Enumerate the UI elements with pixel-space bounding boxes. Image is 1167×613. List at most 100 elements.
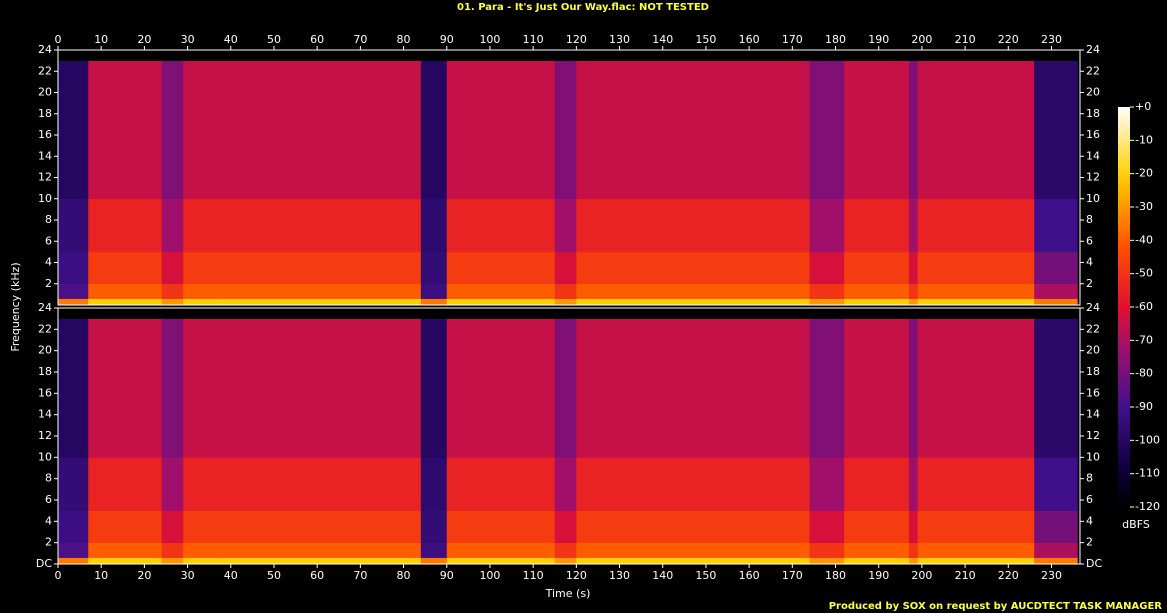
spectrogram-cell [88, 298, 162, 306]
spectrogram-cell [908, 510, 918, 543]
x-tick-label: 140 [652, 33, 673, 46]
x-tick-label: 50 [267, 33, 281, 46]
spectrogram-cell [217, 283, 422, 299]
spectrogram-cell [844, 198, 910, 253]
spectrogram-cell [908, 283, 918, 299]
x-tick-label: 50 [267, 569, 281, 582]
spectrogram-cell [183, 557, 219, 565]
spectrogram-cell [809, 283, 845, 299]
x-tick-label: 110 [523, 33, 544, 46]
spectrogram-cell [161, 457, 184, 511]
spectrogram-cell [88, 510, 162, 543]
y-tick-label: 14 [1086, 408, 1100, 421]
spectrogram-cell [809, 308, 845, 319]
spectrogram-cell [554, 50, 577, 61]
spectrogram-cell [908, 318, 918, 458]
spectrogram-cell [908, 298, 918, 306]
spectrogram-cell [908, 50, 918, 61]
y-tick-label: 10 [1086, 192, 1100, 205]
y-tick-label: 18 [1086, 107, 1100, 120]
spectrogram-cell [183, 251, 219, 285]
spectrogram-cell [554, 542, 577, 558]
x-tick-label: 150 [695, 33, 716, 46]
spectrogram-cell [844, 60, 910, 200]
x-tick-label: 200 [911, 569, 932, 582]
y-tick-label: 12 [1086, 429, 1100, 442]
spectrogram-cell [446, 557, 556, 565]
spectrogram-cell [554, 510, 577, 543]
spectrogram-cell [58, 298, 89, 306]
spectrogram-cell [917, 251, 1035, 285]
x-tick-label: 70 [353, 33, 367, 46]
spectrogram-cell [917, 198, 1035, 253]
colorbar-tick-label: -110 [1135, 467, 1160, 480]
spectrogram-cell [88, 308, 162, 319]
x-tick-label: 40 [224, 569, 238, 582]
x-tick-label: 230 [1041, 33, 1062, 46]
spectrogram-cell [908, 308, 918, 319]
x-tick-label: 180 [825, 569, 846, 582]
spectrogram-cell [446, 542, 556, 558]
x-tick-label: 160 [739, 569, 760, 582]
spectrogram-cell [88, 318, 162, 458]
spectrogram-cell [809, 198, 845, 253]
spectrogram-cell [908, 60, 918, 200]
spectrogram-cell [161, 542, 184, 558]
spectrogram-cell [554, 283, 577, 299]
colorbar-tick-label: -40 [1135, 233, 1153, 246]
spectrogram-cell [88, 283, 162, 299]
spectrogram-cell [844, 283, 910, 299]
y-tick-label: 18 [1086, 365, 1100, 378]
spectrogram-cell [88, 50, 162, 61]
y-tick-label: 2 [45, 536, 52, 549]
x-tick-label: 120 [566, 569, 587, 582]
x-tick-label: 130 [609, 569, 630, 582]
y-tick-label: 4 [1086, 256, 1093, 269]
spectrogram-cell [161, 251, 184, 285]
spectrogram-cell [1034, 198, 1078, 253]
spectrogram-cell [58, 510, 89, 543]
spectrogram-cell [554, 308, 577, 319]
x-axis-label: Time (s) [545, 587, 591, 600]
y-tick-label: 24 [1086, 43, 1100, 56]
spectrogram-cell [58, 308, 89, 319]
y-tick-label: 20 [38, 86, 52, 99]
y-tick-label: 20 [1086, 86, 1100, 99]
spectrogram-cell [58, 198, 89, 253]
spectrogram-cell [58, 557, 89, 565]
y-tick-label: 8 [45, 472, 52, 485]
spectrogram-cell [420, 251, 448, 285]
spectrogram-cell [554, 318, 577, 458]
spectrogram-cell [446, 251, 556, 285]
chart-title: 01. Para - It's Just Our Way.flac: NOT T… [457, 2, 709, 13]
y-tick-label: 8 [1086, 213, 1093, 226]
spectrogram-cell [844, 542, 910, 558]
spectrogram-cell [554, 298, 577, 306]
spectrogram-cell [446, 283, 556, 299]
y-tick-label: 2 [1086, 277, 1093, 290]
x-tick-label: 60 [310, 33, 324, 46]
x-tick-label: 30 [181, 569, 195, 582]
spectrogram-cell [446, 308, 556, 319]
colorbar-tick-label: -20 [1135, 167, 1153, 180]
spectrogram-cell [217, 318, 422, 458]
spectrogram-cell [844, 510, 910, 543]
spectrogram-cell [809, 60, 845, 200]
y-tick-label: 6 [45, 234, 52, 247]
spectrogram-cell [576, 457, 810, 511]
spectrogram-cell [908, 198, 918, 253]
colorbar-tick-label: -70 [1135, 333, 1153, 346]
y-tick-label: 16 [38, 386, 52, 399]
spectrogram-cell [161, 60, 184, 200]
spectrogram-cell [217, 557, 422, 565]
colorbar-tick-label: +0 [1135, 100, 1151, 113]
spectrogram-cell [576, 510, 810, 543]
spectrogram-cell [217, 50, 422, 61]
spectrogram-cell [446, 60, 556, 200]
colorbar-tick-label: -10 [1135, 133, 1153, 146]
colorbar-tick-label: -80 [1135, 367, 1153, 380]
spectrogram-cell [844, 318, 910, 458]
x-tick-label: 80 [397, 569, 411, 582]
spectrogram-cell [1034, 557, 1078, 565]
spectrogram-cell [88, 542, 162, 558]
